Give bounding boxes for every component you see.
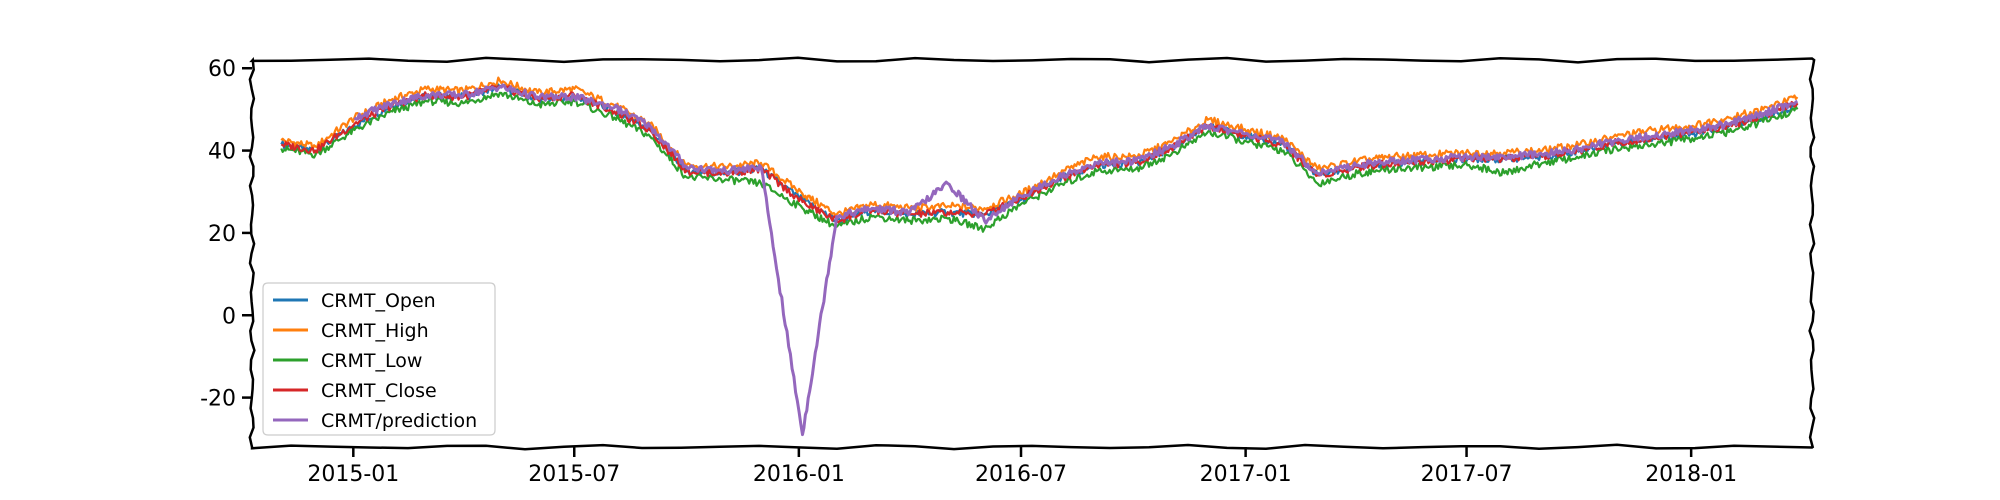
y-tick-label: 20 — [208, 222, 236, 247]
plot-frame — [248, 56, 1816, 451]
axes-layer: -20 0 20 40 60 2015-01 2015-07 2016-01 2016-07 20… — [200, 57, 1737, 487]
series-layer — [280, 76, 1799, 437]
x-tick-label: 2018-01 — [1645, 462, 1737, 487]
legend-label-2: CRMT_Low — [321, 350, 422, 372]
x-tick-label: 2016-01 — [753, 462, 845, 487]
legend-label-4: CRMT/prediction — [321, 410, 477, 432]
y-tick-label: -20 — [200, 387, 236, 412]
series-line-4 — [353, 83, 1799, 437]
legend-label-1: CRMT_High — [321, 320, 429, 342]
legend-box — [262, 282, 496, 436]
x-tick-label: 2015-01 — [307, 462, 399, 487]
series-line-2 — [280, 91, 1799, 233]
legend: CRMT_Open CRMT_High CRMT_Low CRMT_Close CRMT… — [262, 282, 496, 436]
legend-items: CRMT_Open CRMT_High CRMT_Low CRMT_Close CRMT… — [273, 290, 477, 432]
y-tick-label: 0 — [222, 304, 236, 329]
y-tick-label: 60 — [208, 57, 236, 82]
x-tick-label: 2017-01 — [1200, 462, 1292, 487]
x-tick-label: 2015-07 — [528, 462, 620, 487]
y-tick-label: 40 — [208, 140, 236, 165]
legend-label-3: CRMT_Close — [321, 380, 437, 402]
x-tick-label: 2017-07 — [1421, 462, 1513, 487]
legend-label-0: CRMT_Open — [321, 290, 436, 312]
x-tick-label: 2016-07 — [975, 462, 1067, 487]
